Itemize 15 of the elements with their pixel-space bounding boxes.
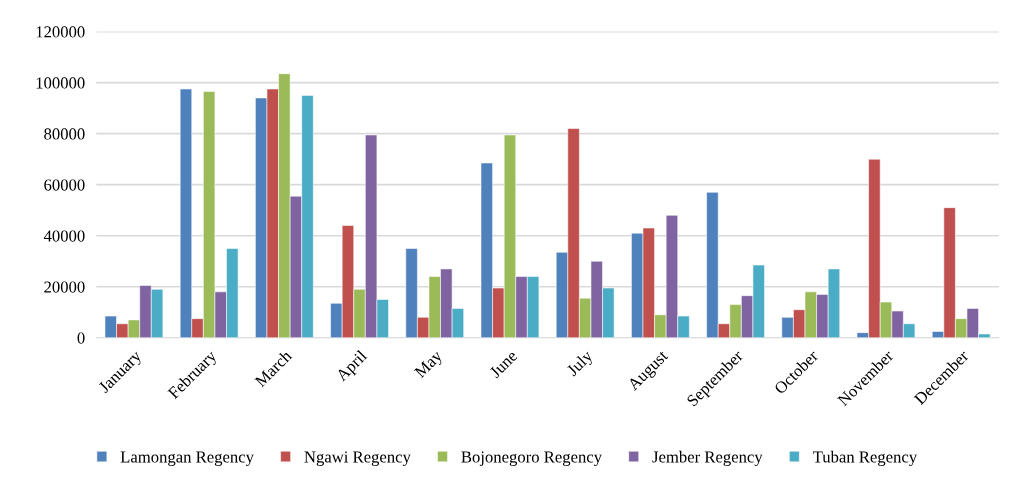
y-tick-label: 120000: [36, 26, 85, 38]
x-tick-label: June: [489, 349, 518, 379]
legend-label: Lamongan Regency: [120, 451, 254, 466]
y-tick-label: 20000: [44, 281, 85, 293]
y-tick-label: 100000: [36, 77, 85, 89]
x-tick-label: July: [565, 348, 596, 379]
x-tick-label: May: [413, 349, 446, 381]
legend-label: Ngawi Regency: [304, 451, 411, 466]
y-tick-label: 40000: [43, 230, 85, 242]
legend-label: Bojonegoro Regency: [461, 451, 602, 466]
y-tick-label: 80000: [44, 128, 85, 140]
y-tick-label: 0: [77, 332, 85, 344]
legend-label: Tuban Regency: [812, 450, 918, 466]
legend-label: Jember Regency: [652, 450, 763, 466]
y-tick-label: 60000: [44, 179, 85, 191]
